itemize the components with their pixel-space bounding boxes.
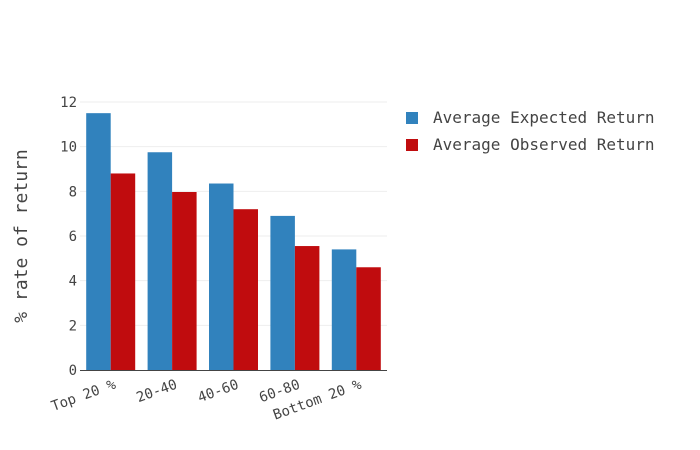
y-tick-label: 10 [60, 140, 77, 156]
legend: Average Expected Return Average Observed … [406, 108, 655, 154]
bar-observed[interactable] [172, 192, 197, 370]
legend-swatch[interactable] [406, 139, 418, 151]
x-tick-label: 40-60 [196, 377, 241, 406]
y-tick-label: 2 [69, 318, 77, 334]
bar-expected[interactable] [86, 113, 111, 371]
bar-expected[interactable] [270, 215, 295, 370]
y-tick-label: 0 [69, 363, 77, 379]
legend-label[interactable]: Average Observed Return [433, 135, 655, 154]
legend-swatch[interactable] [406, 112, 418, 124]
y-tick-label: 12 [60, 95, 77, 111]
bar-observed[interactable] [233, 209, 259, 370]
y-tick-label: 8 [69, 184, 77, 200]
bar-expected[interactable] [147, 152, 173, 370]
y-tick-label: 6 [69, 229, 77, 245]
x-tick-label: 20-40 [134, 377, 179, 406]
legend-label[interactable]: Average Expected Return [433, 108, 655, 127]
x-tick-label: Top 20 % [49, 377, 118, 415]
bar-observed[interactable] [294, 246, 320, 370]
y-axis-ticks: 0 2 4 6 8 10 12 [60, 95, 77, 379]
bar-observed[interactable] [356, 267, 381, 370]
y-axis-title: % rate of return [11, 149, 32, 322]
bar-expected[interactable] [209, 183, 234, 370]
bars [86, 113, 381, 371]
bar-observed[interactable] [110, 173, 136, 370]
bar-expected[interactable] [331, 249, 357, 370]
y-tick-label: 4 [69, 274, 77, 290]
